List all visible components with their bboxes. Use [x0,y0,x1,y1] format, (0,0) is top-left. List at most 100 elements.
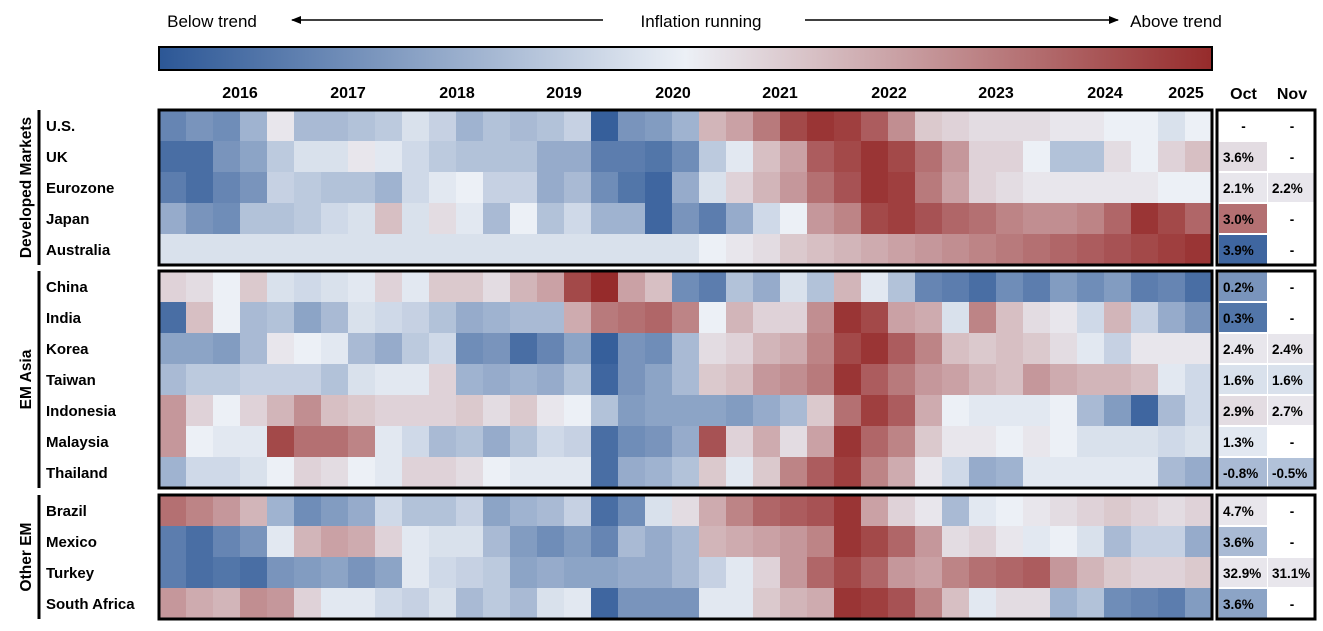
oct-header: Oct [1230,86,1257,103]
heatmap-cell [1077,302,1105,334]
heatmap-cell [240,557,268,589]
heatmap-cell [807,395,835,427]
row-label: Turkey [46,565,95,582]
oct-cell [1219,235,1267,264]
heatmap-cell [159,234,187,266]
heatmap-cell [942,234,970,266]
heatmap-cell [213,395,241,427]
heatmap-cell [1023,395,1051,427]
heatmap-cell [1131,234,1159,266]
panel-frames [37,108,1317,621]
heatmap-cell [294,364,322,396]
heatmap-cell [618,457,646,489]
group-label: Other EM [18,523,35,592]
heatmap-cell [186,172,214,204]
heatmap-cell [834,557,862,589]
heatmap-cell [618,364,646,396]
heatmap-cell [591,588,619,620]
heatmap-cell [402,141,430,173]
year-label: 2023 [978,85,1014,102]
heatmap-cell [1104,141,1132,173]
heatmap-cell [483,141,511,173]
heatmap-cell [1158,271,1186,303]
heatmap-cell [483,271,511,303]
oct-cell [1219,272,1267,301]
heatmap-cell [996,302,1024,334]
heatmap-cell [780,395,808,427]
heatmap-cell [240,271,268,303]
heatmap-cell [375,526,403,558]
oct-value: -0.8% [1223,466,1258,481]
heatmap-cell [888,141,916,173]
oct-value: 3.6% [1223,150,1254,165]
heatmap-cell [1158,234,1186,266]
heatmap-cell [429,588,457,620]
heatmap-cell [240,526,268,558]
heatmap-cell [267,333,295,365]
heatmap-cell [834,234,862,266]
heatmap-cell [483,426,511,458]
row-label: Indonesia [46,403,117,420]
heatmap-cell [429,110,457,142]
heatmap-cell [1050,203,1078,235]
heatmap-cell [699,333,727,365]
heatmap-cell [402,495,430,527]
heatmap-cell [321,141,349,173]
heatmap-cell [267,495,295,527]
nov-value: - [1290,597,1295,612]
nov-cell [1268,496,1315,525]
heatmap-cell [1077,333,1105,365]
heatmap-cell [969,203,997,235]
nov-value: 2.4% [1272,342,1303,357]
heatmap-cell [510,172,538,204]
heatmap-cell [807,203,835,235]
heatmap-cell [672,495,700,527]
heatmap-cell [456,426,484,458]
heatmap-cell [1185,364,1213,396]
heatmap-cell [618,526,646,558]
heatmap-cell [1050,172,1078,204]
heatmap-cell [753,172,781,204]
heatmap-cell [1023,526,1051,558]
heatmap-cell [564,333,592,365]
heatmap-cell [699,234,727,266]
heatmap-cell [861,271,889,303]
heatmap-cell [1050,364,1078,396]
heatmap-cell [807,526,835,558]
heatmap-cell [591,234,619,266]
heatmap-cell [1158,588,1186,620]
heatmap-cell [915,364,943,396]
heatmap-cell [402,271,430,303]
heatmap-cell [429,426,457,458]
heatmap-cell [240,302,268,334]
heatmap-cell [618,495,646,527]
heatmap-cell [861,495,889,527]
heatmap-cell [942,588,970,620]
heatmap-cell [1158,333,1186,365]
heatmap-cell [672,141,700,173]
heatmap-cell [537,172,565,204]
heatmap-cell [1158,495,1186,527]
heatmap-cell [1104,203,1132,235]
heatmap-cell [402,203,430,235]
heatmap-cell [726,203,754,235]
heatmap-cell [456,557,484,589]
heatmap-cell [267,588,295,620]
heatmap-cell [159,110,187,142]
heatmap-cell [1131,557,1159,589]
heatmap-cell [591,271,619,303]
heatmap-cell [510,141,538,173]
heatmap-cell [1185,141,1213,173]
heatmap-cell [1050,333,1078,365]
heatmap-cell [1050,395,1078,427]
heatmap-cell [294,141,322,173]
heatmap-cell [267,426,295,458]
heatmap-cell [1185,395,1213,427]
heatmap-cell [1077,557,1105,589]
oct-cell [1219,496,1267,525]
heatmap-cell [402,526,430,558]
heatmap-cell [537,395,565,427]
heatmap-cell [429,457,457,489]
heatmap-cell [618,203,646,235]
nov-cell [1268,111,1315,140]
